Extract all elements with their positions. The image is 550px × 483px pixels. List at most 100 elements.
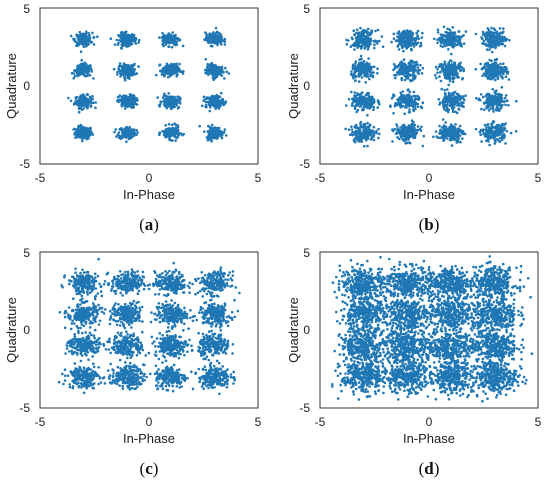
scatter-point bbox=[177, 69, 180, 73]
scatter-point bbox=[376, 39, 379, 43]
y-tick-label: -5 bbox=[19, 157, 30, 171]
scatter-point bbox=[455, 111, 459, 115]
scatter-point bbox=[447, 62, 450, 66]
scatter-point bbox=[456, 66, 459, 69]
scatter-point bbox=[372, 138, 376, 142]
scatter-point bbox=[84, 44, 88, 48]
scatter-point bbox=[438, 103, 441, 106]
scatter-point bbox=[170, 123, 174, 127]
scatter-point bbox=[445, 99, 449, 103]
scatter-point bbox=[413, 94, 417, 98]
scatter-point bbox=[163, 36, 166, 39]
scatter-point bbox=[414, 105, 417, 108]
scatter-point bbox=[130, 128, 133, 131]
scatter-point bbox=[82, 45, 86, 49]
scatter-point bbox=[360, 137, 364, 141]
scatter-point bbox=[461, 77, 465, 80]
scatter-point bbox=[127, 75, 130, 78]
scatter-points bbox=[67, 26, 231, 143]
scatter-point bbox=[121, 44, 124, 48]
scatter-point bbox=[166, 68, 169, 72]
scatter-point bbox=[368, 77, 371, 81]
scatter-point bbox=[436, 41, 439, 45]
scatter-point bbox=[69, 99, 73, 103]
scatter-point bbox=[372, 71, 375, 74]
scatter-point bbox=[503, 127, 507, 130]
scatter-point bbox=[515, 99, 518, 103]
scatter-point bbox=[119, 75, 122, 78]
scatter-point bbox=[490, 131, 493, 135]
scatter-point bbox=[416, 125, 420, 128]
scatter-point bbox=[163, 70, 167, 73]
scatter-point bbox=[132, 128, 136, 131]
scatter-point bbox=[416, 29, 420, 33]
scatter-point bbox=[211, 76, 215, 79]
scatter-point bbox=[392, 112, 395, 115]
scatter-point bbox=[364, 102, 367, 106]
scatter-point bbox=[162, 33, 166, 37]
scatter-point bbox=[455, 141, 459, 144]
scatter-point bbox=[395, 123, 398, 126]
scatter-point bbox=[408, 110, 412, 114]
scatter-point bbox=[486, 139, 489, 142]
scatter-point bbox=[82, 98, 86, 102]
scatter-point bbox=[403, 112, 407, 116]
scatter-point bbox=[451, 134, 455, 138]
scatter-point bbox=[412, 45, 416, 48]
scatter-point bbox=[373, 43, 376, 46]
scatter-point bbox=[361, 97, 365, 100]
scatter-point bbox=[206, 67, 210, 71]
scatter-point bbox=[78, 135, 81, 138]
scatter-point bbox=[91, 94, 94, 98]
scatter-point bbox=[225, 70, 228, 73]
scatter-point bbox=[135, 129, 138, 132]
scatter-point bbox=[113, 43, 117, 46]
scatter-point bbox=[123, 35, 126, 38]
scatter-point bbox=[448, 28, 452, 32]
scatter-point bbox=[77, 124, 80, 128]
scatter-point bbox=[446, 32, 450, 36]
scatter-point bbox=[124, 40, 127, 43]
scatter-point bbox=[420, 72, 424, 75]
scatter-point bbox=[414, 37, 418, 41]
scatter-point bbox=[452, 41, 456, 45]
scatter-point bbox=[506, 99, 509, 102]
scatter-point bbox=[409, 44, 413, 47]
scatter-point bbox=[462, 105, 465, 109]
scatter-point bbox=[220, 71, 224, 74]
scatter-point bbox=[442, 71, 446, 74]
scatter-point bbox=[447, 83, 451, 87]
scatter-point bbox=[402, 98, 406, 101]
scatter-point bbox=[390, 40, 393, 44]
scatter-point bbox=[439, 44, 443, 47]
scatter-point bbox=[361, 39, 365, 43]
scatter-point bbox=[404, 101, 408, 105]
scatter-point bbox=[359, 69, 363, 73]
scatter-point bbox=[176, 107, 180, 110]
scatter-point bbox=[207, 38, 210, 42]
scatter-point bbox=[225, 134, 228, 137]
scatter-point bbox=[415, 60, 418, 64]
scatter-point bbox=[354, 79, 357, 82]
scatter-point bbox=[504, 94, 508, 97]
scatter-point bbox=[372, 105, 376, 109]
scatter-point bbox=[500, 85, 504, 89]
scatter-point bbox=[130, 103, 134, 107]
scatter-point bbox=[73, 101, 77, 105]
scatter-point bbox=[449, 59, 452, 62]
scatter-point bbox=[450, 52, 453, 56]
scatter-point bbox=[78, 71, 81, 74]
scatter-point bbox=[406, 98, 410, 102]
scatter-point bbox=[507, 103, 510, 107]
panel-a: 5 0 -5 -5 0 5 In-Phase Quadrature (a) bbox=[4, 2, 262, 234]
scatter-point bbox=[198, 124, 201, 128]
scatter-point bbox=[486, 105, 490, 108]
scatter-point bbox=[167, 103, 171, 106]
scatter-point bbox=[358, 61, 361, 65]
scatter-point bbox=[408, 126, 411, 130]
scatter-point bbox=[218, 100, 222, 104]
scatter-point bbox=[82, 37, 86, 40]
scatter-point bbox=[171, 97, 174, 101]
scatter-point bbox=[83, 130, 86, 134]
scatter-point bbox=[371, 99, 375, 103]
